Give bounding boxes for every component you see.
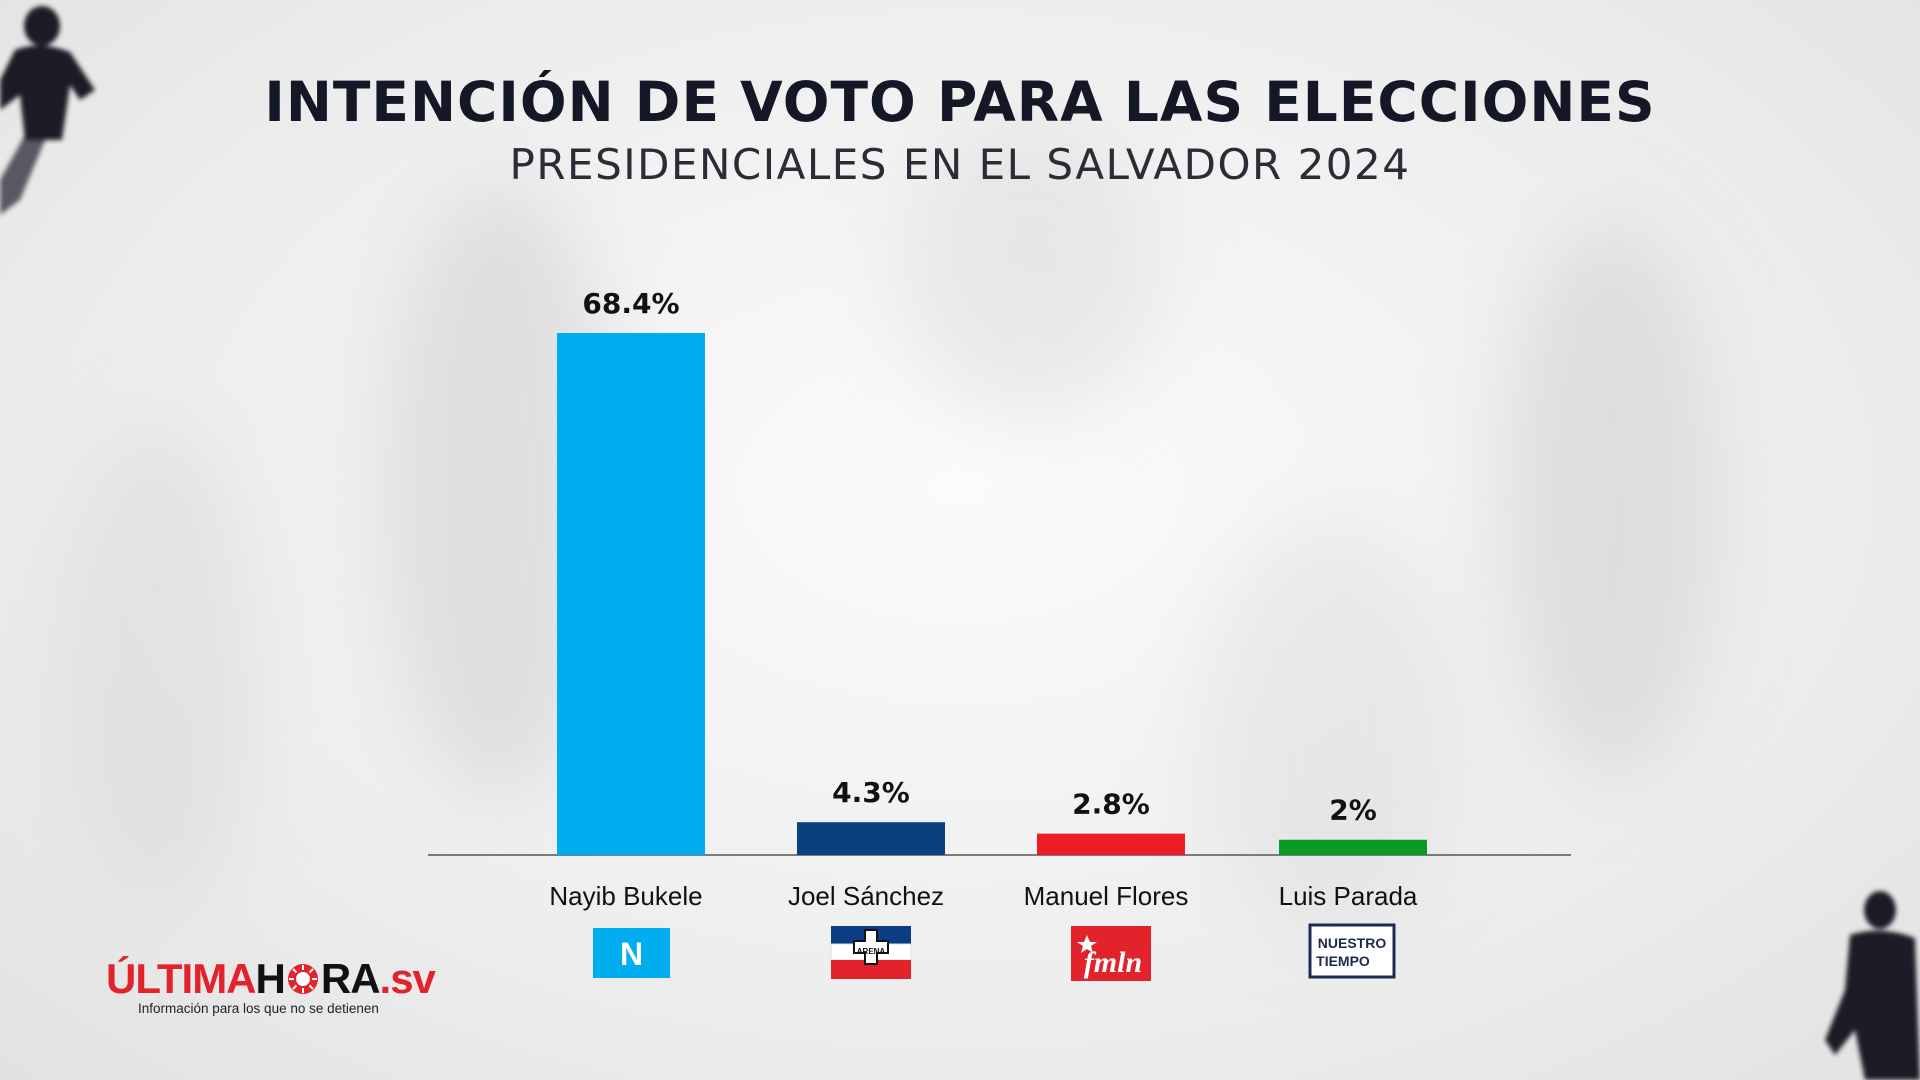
- background-blur: [1200, 520, 1460, 940]
- category-label: Luis Parada: [1279, 881, 1418, 911]
- bar-2: [797, 822, 945, 855]
- bar-3: [1037, 833, 1185, 855]
- chart-subtitle: PRESIDENCIALES EN EL SALVADOR 2024: [509, 140, 1411, 189]
- background-blur: [60, 420, 260, 900]
- fmln-logo-text: fmln: [1084, 946, 1142, 979]
- nuestro-tiempo-logo-text: TIEMPO: [1316, 953, 1370, 969]
- data-label: 4.3%: [832, 776, 910, 809]
- silhouette-bottom-right: [1825, 891, 1920, 1080]
- silhouette-top-left: [0, 6, 95, 215]
- nuestro-tiempo-logo-text: NUESTRO: [1318, 935, 1387, 951]
- bar-4: [1279, 839, 1427, 855]
- nuevas-ideas-logo: N: [593, 928, 670, 978]
- data-label: 68.4%: [582, 287, 679, 320]
- fmln-logo: fmln: [1071, 926, 1151, 981]
- nuestro-tiempo-logo: NUESTRO TIEMPO: [1308, 923, 1396, 979]
- data-label: 2%: [1329, 794, 1377, 827]
- brand-tagline: Información para los que no se detienen: [138, 1001, 379, 1016]
- background-blur: [900, 120, 1160, 420]
- brand-logo: ÚLTIMAH RA.sv Información para los que no…: [106, 955, 436, 1016]
- bar-1: [557, 333, 705, 855]
- arena-logo-text: ARENA: [857, 947, 886, 956]
- brand-name: ÚLTIMAH RA.sv: [106, 955, 436, 1002]
- data-label: 2.8%: [1072, 788, 1150, 821]
- category-label: Manuel Flores: [1024, 881, 1189, 911]
- background-blur: [1500, 220, 1720, 780]
- arena-logo: ARENA: [830, 926, 912, 979]
- category-label: Nayib Bukele: [549, 881, 702, 911]
- chart-title: INTENCIÓN DE VOTO PARA LAS ELECCIONES: [264, 70, 1656, 134]
- nuevas-ideas-logo-text: N: [620, 936, 643, 972]
- clock-icon: [287, 964, 318, 994]
- category-label: Joel Sánchez: [788, 881, 944, 911]
